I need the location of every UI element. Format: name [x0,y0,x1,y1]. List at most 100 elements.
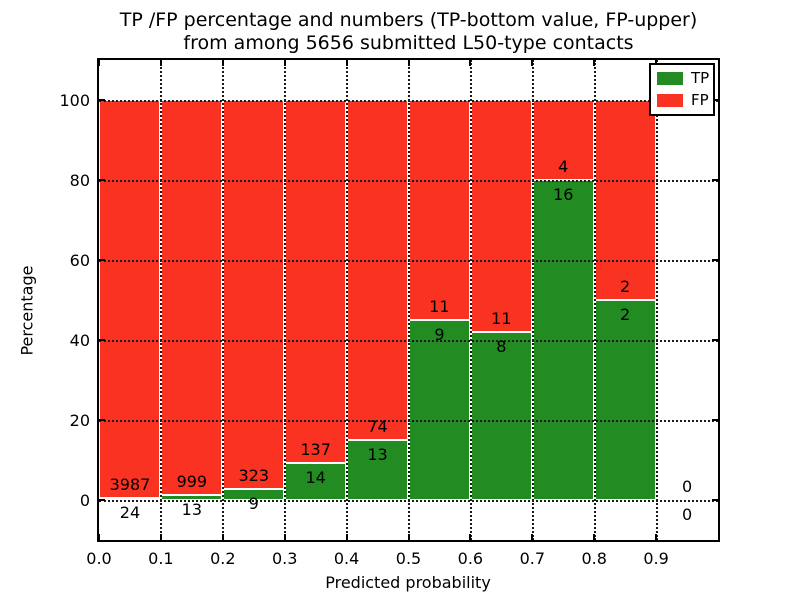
y-tick-right [712,99,718,101]
x-tick-bottom [159,534,162,540]
legend-item: FP [657,91,709,109]
chart-title: TP /FP percentage and numbers (TP-bottom… [99,9,718,55]
y-tick-left [99,419,105,421]
fp-count-label: 137 [300,439,331,459]
vertical-gridline [468,60,472,540]
x-tick-label: 0.5 [395,549,422,568]
horizontal-gridline [99,100,718,102]
x-tick-label: 0.8 [581,549,607,568]
tp-count-label: 0 [681,505,693,524]
horizontal-gridline [99,260,718,262]
y-tick-label: 0 [79,491,90,510]
bar-segment-fp [408,100,471,320]
y-tick-right [712,499,718,501]
vertical-gridline-dots [469,60,472,540]
bar-segment-fp [532,100,595,180]
y-tick-label: 60 [69,251,90,270]
tp-count-label: 14 [305,467,326,487]
chart-title-line1: TP /FP percentage and numbers (TP-bottom… [119,9,698,31]
vertical-gridline-dots [346,60,349,540]
plot-area: TP FP 3987 24 999 13 323 9 137 14 74 13 11 9 11 8 4 16 2 2… [97,58,720,542]
bar-segment-tp [284,462,347,500]
x-tick-top [159,60,162,66]
fp-count-label: 11 [491,308,512,328]
x-tick-label: 0.3 [271,549,298,568]
bar-segment-fp [99,100,161,498]
x-tick-top [469,60,472,66]
tp-count-label: 13 [181,499,203,519]
chart-title-line2: from among 5656 submitted L50-type conta… [183,32,634,54]
x-tick-bottom [283,534,286,540]
x-tick-label: 0.7 [519,549,546,568]
y-tick-left [99,339,105,341]
x-tick-top [531,60,534,66]
legend-item: TP [657,69,710,87]
fp-count-label: 3987 [109,474,151,494]
x-tick-label: 0.2 [210,549,236,568]
y-tick-left [99,259,105,261]
horizontal-gridline [99,500,718,502]
fp-count-label: 323 [238,466,270,486]
x-tick-top [593,60,596,66]
y-tick-right [712,339,718,341]
legend-label: TP [691,69,710,87]
tp-count-label: 9 [248,494,259,514]
horizontal-gridline [99,420,718,422]
y-tick-label: 40 [69,331,90,350]
vertical-gridline [159,60,163,540]
vertical-gridline-dots [408,60,410,540]
tp-count-label: 9 [434,325,445,344]
vertical-gridline [283,60,287,540]
tp-count-label: 2 [620,305,631,324]
legend: TP FP [649,63,715,116]
vertical-gridline [592,60,596,540]
horizontal-gridline [99,340,718,342]
tp-count-label: 8 [496,336,507,356]
legend-label: FP [691,91,709,109]
x-tick-top [98,60,100,66]
fp-swatch [657,94,683,107]
x-tick-top [407,60,410,66]
vertical-gridline-dots [222,60,225,540]
x-axis-label: Predicted probability [325,573,491,592]
y-tick-left [99,99,105,101]
y-tick-label: 20 [69,411,90,430]
x-tick-label: 0.9 [643,549,669,568]
vertical-gridline-dots [531,60,534,540]
y-tick-right [712,259,718,261]
x-tick-label: 0.1 [148,549,174,568]
x-tick-top [221,60,224,66]
y-tick-right [712,179,718,181]
bar-segment-fp [346,100,409,441]
bar-segment-tp [594,300,657,500]
x-tick-top [345,60,348,66]
vertical-gridline [654,60,658,540]
bar-segment-tp [408,320,471,500]
vertical-gridline [530,60,534,540]
x-tick-bottom [469,534,472,540]
vertical-gridline-dots [160,60,163,540]
y-tick-left [99,499,105,501]
bar-segment-fp [222,100,285,490]
x-tick-bottom [98,534,100,540]
fp-count-label: 74 [367,417,388,437]
x-tick-bottom [531,534,534,540]
bar-segment-fp [284,100,347,463]
fp-count-label: 2 [620,277,631,296]
bar-segment-fp [470,100,533,332]
x-tick-bottom [655,534,658,540]
y-axis-label: Percentage [17,265,37,356]
tp-swatch [657,72,683,85]
horizontal-gridline [99,180,718,182]
vertical-gridline-dots [284,60,287,540]
y-tick-right [712,419,718,421]
x-tick-bottom [407,534,410,540]
fp-count-label: 0 [681,477,693,496]
bar-segment-fp [594,100,657,300]
y-tick-label: 100 [59,91,90,110]
x-tick-bottom [221,534,224,540]
y-tick-label: 80 [69,171,90,190]
fp-count-label: 999 [176,471,208,491]
vertical-gridline [345,60,349,540]
fp-count-label: 4 [558,157,569,176]
